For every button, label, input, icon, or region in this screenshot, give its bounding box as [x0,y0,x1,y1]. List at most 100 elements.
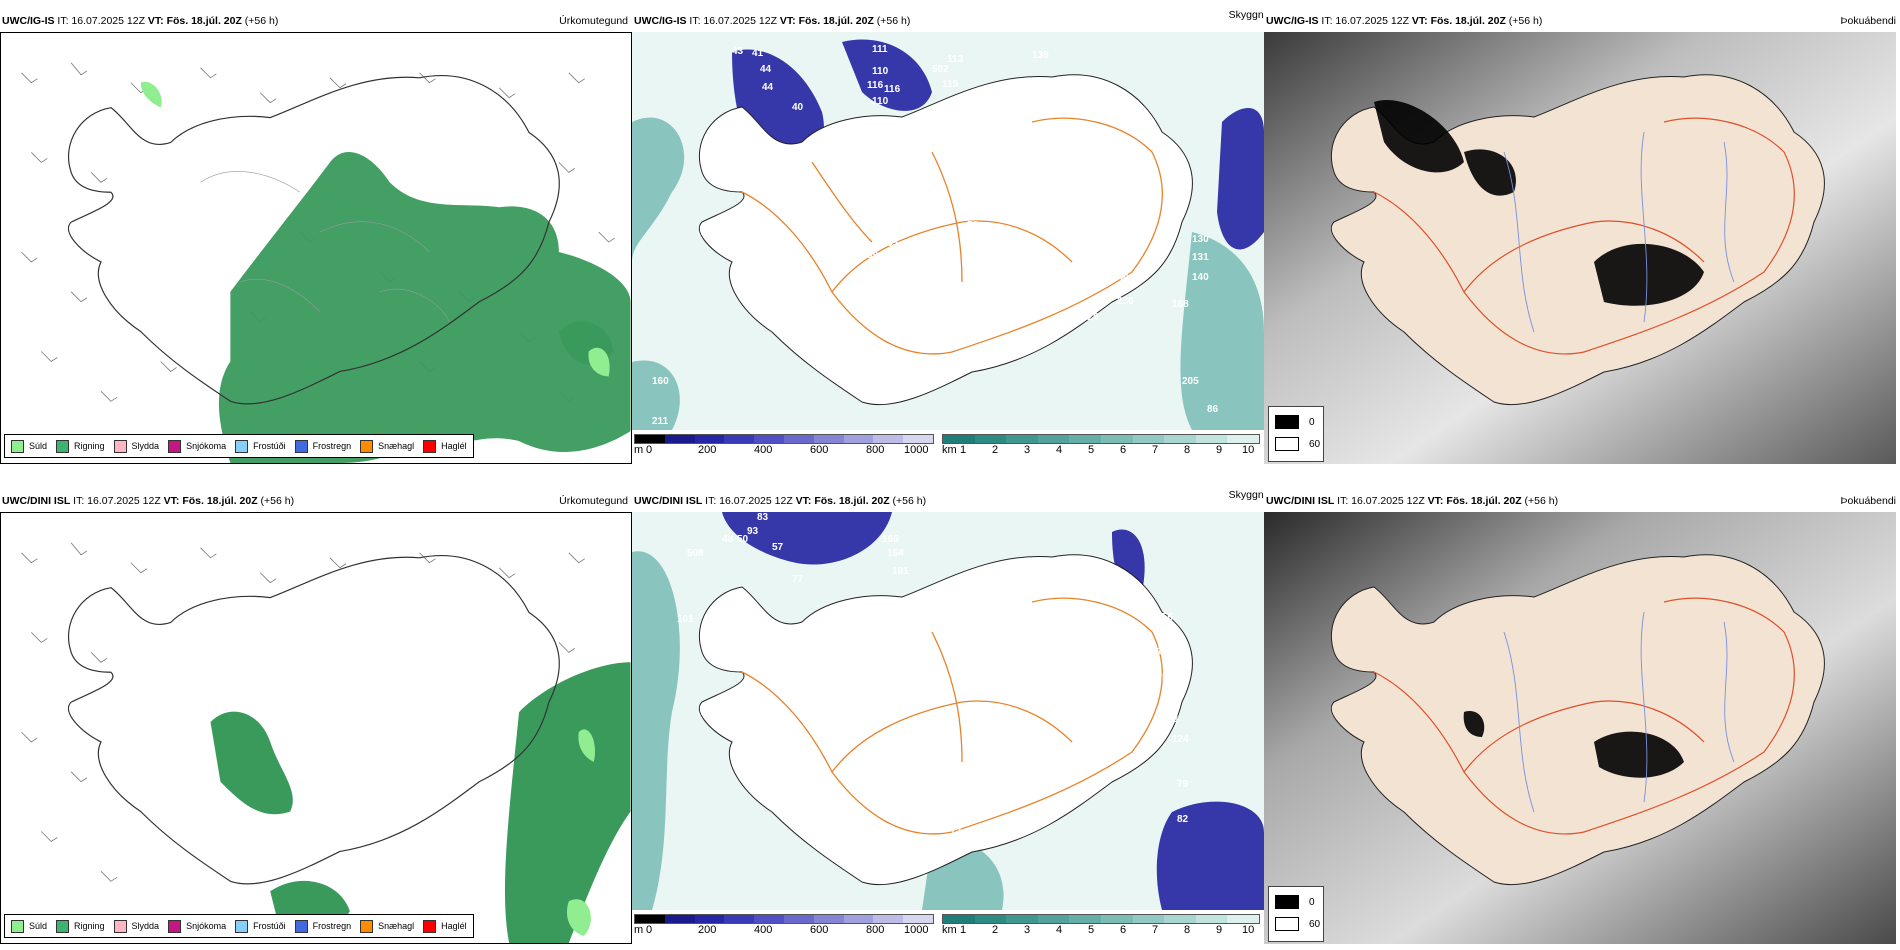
precip-type-legend: Súld Rigning Slydda Snjókoma Frostúði Fr… [4,914,474,938]
scale-tick: 800 [866,924,885,936]
scale-tick: 9 [1216,444,1223,456]
scale-tick: 4 [1056,924,1063,936]
init-time: IT: 16.07.2025 12Z [705,495,793,507]
low-visibility-area [632,551,1004,910]
cloud-visibility-map: 43 41 111 113 139 44 110 592 44 116 116 119 110 40 50 4… [632,32,1264,430]
fog-area [1374,100,1704,306]
cloud-base-label: 842 [982,822,999,833]
scale-tick: 7 [1152,924,1159,936]
scale-unit: km [942,444,957,456]
model-name: UWC/DINI ISL [1266,495,1335,507]
cloud-base-scale: m 0 200 400 600 800 1000 [634,914,934,940]
drizzle-area [566,729,596,937]
legend-item-drizzle: Súld [11,919,47,933]
scale-tick: 1000 [904,444,929,456]
legend-item-rain: Rigning [56,439,105,453]
field-title: Úrkomutegund [559,15,628,27]
cloud-base-label: 45 [792,162,804,173]
cloud-base-label: 39 [867,250,879,261]
valid-time: Fös. 18.júl. 20Z [1430,15,1506,27]
legend-item-freezing-drizzle: Frostúði [235,439,286,453]
cloud-base-label: 44 [762,82,774,93]
legend-item-freezing-drizzle: Frostúði [235,919,286,933]
cloud-base-scale: m 0 200 400 600 800 1000 [634,434,934,460]
terrain-contours [200,171,450,322]
valid-time-prefix: VT: [779,15,796,27]
cloud-base-label: 131 [1192,252,1209,263]
cloud-base-label: 47 [1072,309,1084,320]
cloud-base-label: 12 [950,826,962,837]
scale-tick: 10 [1242,924,1255,936]
cloud-base-label: 104 [842,724,859,735]
fog-index-map [1264,512,1896,944]
cloud-base-label: 205 [1182,376,1199,387]
scale-tick: 3 [1024,444,1031,456]
init-time: IT: 16.07.2025 12Z [1337,495,1425,507]
scale-tick: 2 [992,444,999,456]
model-name: UWC/IG-IS [1266,15,1319,27]
field-title: Skyggni [1228,490,1264,501]
cloud-base-labels: 43 41 111 113 139 44 110 592 44 116 116 119 110 40 50 4… [652,44,1219,427]
scale-tick: 8 [1184,924,1191,936]
cloud-base-label: 31 [1022,286,1034,297]
lead-time: (+56 h) [244,15,279,27]
scale-tick: 8 [1184,444,1191,456]
cloud-base-label: 178 [932,814,949,825]
init-time: IT: 16.07.2025 12Z [73,495,161,507]
cloud-base-label: 50 [737,534,749,545]
scale-tick: 3 [1024,924,1031,936]
valid-time: Fös. 18.júl. 20Z [798,15,874,27]
lead-time: (+56 h) [1508,15,1543,27]
cloud-base-colorbar [634,434,934,444]
cloud-base-label: 160 [652,376,669,387]
visibility-colorbar [942,914,1260,924]
iceland-land [698,554,1193,886]
scale-tick: 400 [754,924,773,936]
scale-tick: 7 [1152,444,1159,456]
legend-item-sleet: Slydda [113,919,159,933]
field-title: Úrkomutegund [559,495,628,507]
scale-unit: m [634,444,644,456]
valid-time: Fös. 18.júl. 20Z [166,15,242,27]
cloud-base-label: 83 [902,212,914,223]
legend-item-snow: Snjókoma [168,439,226,453]
panel-header: UWC/DINI ISL IT: 16.07.2025 12Z VT: Fös.… [1264,490,1900,512]
cloud-base-label: 68 [962,184,974,195]
cloud-base-label: 114 [1022,256,1039,267]
cloud-base-label: 41 [752,48,764,59]
scale-tick: 0 [646,444,653,456]
cloud-base-label: 57 [1152,644,1164,655]
cloud-base-label: 110 [872,96,889,107]
fog-panel-top: UWC/IG-IS IT: 16.07.2025 12Z VT: Fös. 18… [1264,10,1900,464]
cloud-base-label: 50 [912,376,924,387]
cloud-panel-top: UWC/IG-IS IT: 16.07.2025 12Z VT: Fös. 18… [632,10,1264,464]
cloud-base-label: 113 [947,54,964,65]
wind-barbs [21,542,615,882]
model-name: UWC/IG-IS [634,15,687,27]
legend-item-drizzle: Súld [11,439,47,453]
legend-item-rain: Rigning [56,919,105,933]
cloud-base-label: 110 [872,66,889,77]
cloud-base-label: 50 [792,149,804,160]
cloud-base-label: 46 [892,224,904,235]
fog-legend-item: 60 [1275,917,1320,931]
panel-header: UWC/IG-IS IT: 16.07.2025 12Z VT: Fös. 18… [0,10,632,32]
cloud-base-colorbar [634,914,934,924]
lead-time: (+56 h) [260,495,295,507]
cloud-base-label: 49 [822,214,834,225]
cloud-base-label: 93 [747,526,759,537]
model-name: UWC/IG-IS [2,15,55,27]
iceland-land [1330,554,1825,886]
iceland-land [698,74,1193,406]
cloud-panel-bottom: UWC/DINI ISL IT: 16.07.2025 12Z VT: Fös.… [632,490,1264,944]
cloud-base-label: 101 [677,614,694,625]
cloud-base-label: 57 [772,542,784,553]
fog-index-legend: 0 60 [1268,886,1324,942]
valid-time-prefix: VT: [1411,15,1428,27]
cloud-base-label: 144 [1112,272,1129,283]
cloud-base-label: 385 [1092,744,1109,755]
scale-unit: km [942,924,957,936]
cloud-base-label: 56 [1162,672,1174,683]
